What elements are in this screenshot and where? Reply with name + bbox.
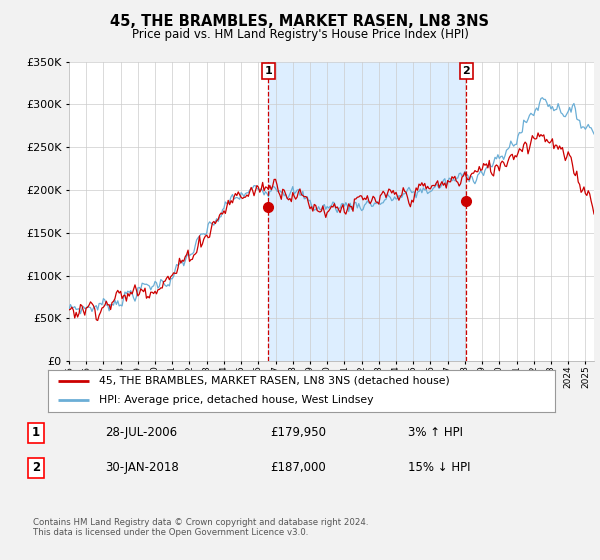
- Text: £179,950: £179,950: [270, 426, 326, 439]
- Text: 45, THE BRAMBLES, MARKET RASEN, LN8 3NS: 45, THE BRAMBLES, MARKET RASEN, LN8 3NS: [110, 14, 490, 29]
- Text: 1: 1: [32, 426, 40, 439]
- Text: 28-JUL-2006: 28-JUL-2006: [105, 426, 177, 439]
- Text: 2: 2: [32, 461, 40, 474]
- Text: HPI: Average price, detached house, West Lindsey: HPI: Average price, detached house, West…: [98, 395, 373, 405]
- Text: Price paid vs. HM Land Registry's House Price Index (HPI): Price paid vs. HM Land Registry's House …: [131, 28, 469, 41]
- Text: 2: 2: [463, 66, 470, 76]
- Text: 30-JAN-2018: 30-JAN-2018: [105, 461, 179, 474]
- Text: 3% ↑ HPI: 3% ↑ HPI: [408, 426, 463, 439]
- Text: Contains HM Land Registry data © Crown copyright and database right 2024.
This d: Contains HM Land Registry data © Crown c…: [33, 518, 368, 538]
- Text: 45, THE BRAMBLES, MARKET RASEN, LN8 3NS (detached house): 45, THE BRAMBLES, MARKET RASEN, LN8 3NS …: [98, 376, 449, 386]
- Text: 1: 1: [264, 66, 272, 76]
- Bar: [268, 62, 466, 361]
- Text: 15% ↓ HPI: 15% ↓ HPI: [408, 461, 470, 474]
- Text: £187,000: £187,000: [270, 461, 326, 474]
